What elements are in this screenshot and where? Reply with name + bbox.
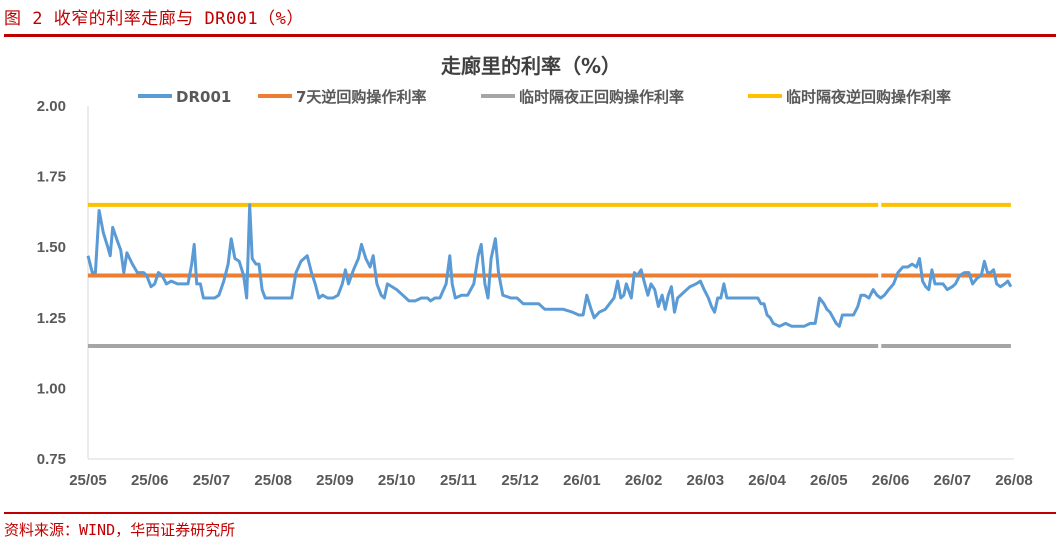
x-tick-label: 25/07 — [193, 472, 231, 489]
source-note: 资料来源：WIND，华西证券研究所 — [4, 521, 236, 539]
x-tick-label: 26/02 — [625, 472, 663, 489]
legend-label: DR001 — [176, 88, 231, 106]
x-tick-label: 26/08 — [995, 472, 1033, 489]
y-tick-label: 1.50 — [37, 239, 66, 256]
x-tick-label: 25/10 — [378, 472, 416, 489]
x-tick-label: 25/09 — [316, 472, 354, 489]
x-tick-label: 25/06 — [131, 472, 169, 489]
figure-caption: 图 2 收窄的利率走廊与 DR001（%） — [4, 9, 304, 29]
y-axis: 2.00 1.75 1.50 1.25 1.00 0.75 — [37, 98, 89, 468]
x-tick-label: 25/08 — [254, 472, 292, 489]
y-tick-label: 1.75 — [37, 169, 66, 186]
legend-label: 临时隔夜正回购操作利率 — [519, 88, 684, 106]
x-tick-label: 26/06 — [872, 472, 910, 489]
x-tick-label: 26/04 — [748, 472, 786, 489]
x-tick-label: 26/07 — [933, 472, 971, 489]
chart: 走廊里的利率（%） DR001 7天逆回购操作利率 临时隔夜正回购操作利率 临时隔夜逆… — [37, 54, 1033, 489]
y-tick-label: 1.00 — [37, 380, 66, 397]
x-tick-label: 26/01 — [563, 472, 601, 489]
y-tick-label: 0.75 — [37, 451, 66, 468]
y-tick-label: 1.25 — [37, 310, 66, 327]
plot-area — [86, 202, 1013, 349]
x-tick-label: 26/03 — [687, 472, 725, 489]
top-divider — [4, 34, 1056, 37]
x-tick-label: 25/05 — [69, 472, 107, 489]
bottom-divider — [4, 512, 1056, 514]
y-tick-label: 2.00 — [37, 98, 66, 115]
x-tick-label: 25/11 — [440, 472, 477, 489]
x-axis: 25/05 25/06 25/07 25/08 25/09 25/10 25/11 25/12… — [69, 458, 1033, 489]
chart-legend: DR001 7天逆回购操作利率 临时隔夜正回购操作利率 临时隔夜逆回购操作利率 — [138, 88, 951, 106]
chart-title: 走廊里的利率（%） — [441, 54, 621, 78]
x-tick-label: 25/12 — [501, 472, 539, 489]
dr001-line — [86, 203, 1013, 328]
legend-label: 7天逆回购操作利率 — [296, 88, 426, 106]
legend-label: 临时隔夜逆回购操作利率 — [786, 88, 951, 106]
x-tick-label: 26/05 — [810, 472, 848, 489]
